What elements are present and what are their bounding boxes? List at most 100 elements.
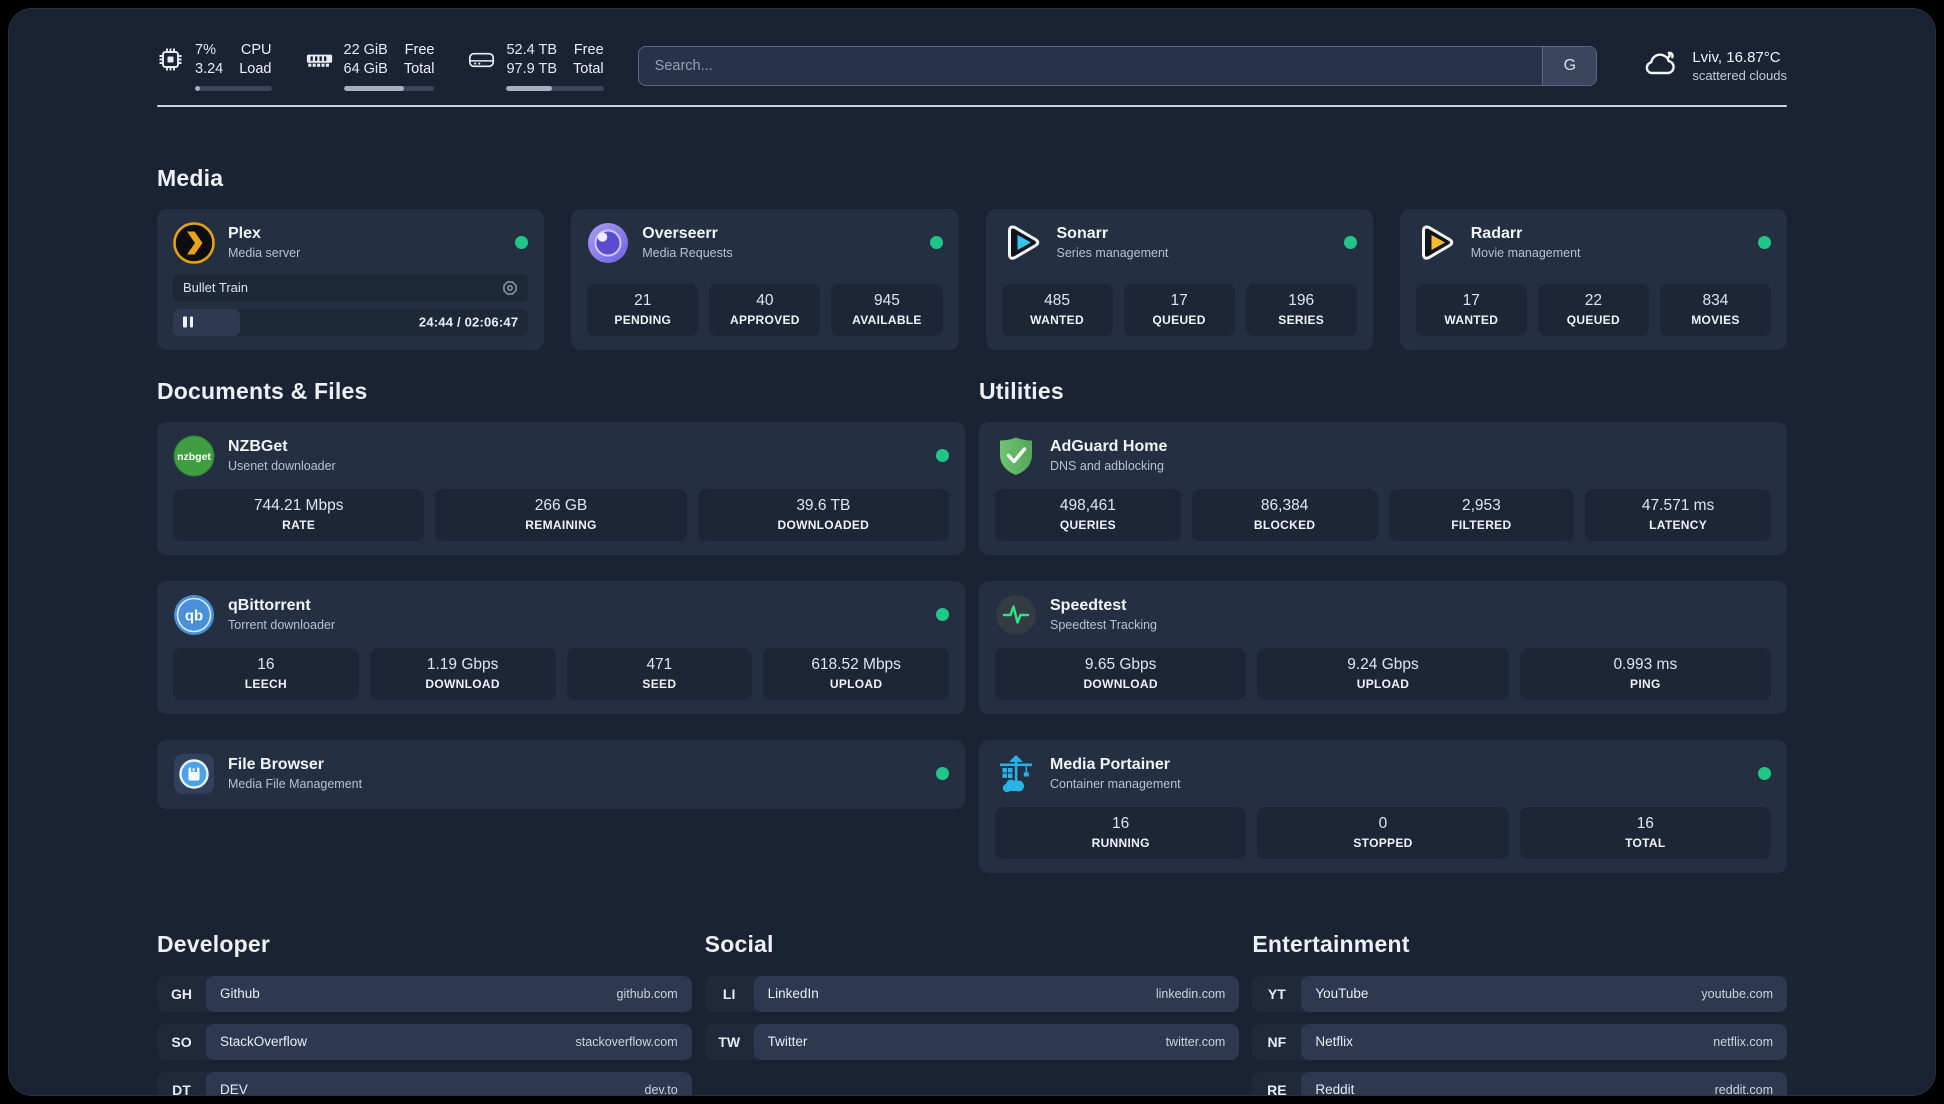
now-playing: Bullet Train 24:44 / 02:06:47 [173,264,529,336]
app-desc: Media server [228,246,301,261]
bookmark-tag: DT [172,1081,191,1096]
section-title-social: Social [704,930,774,957]
bookmark-dev[interactable]: DT DEV dev.to [157,1071,692,1096]
stat-tile-movies: 834 MOVIES [1659,283,1771,336]
stat-tile-downloaded: 39.6 TB DOWNLOADED [697,488,949,541]
stat-label: SERIES [1278,312,1325,327]
app-card-plex[interactable]: Plex Media server Bullet Train 24:44 / 0… [157,208,545,350]
stat-label: WANTED [1444,312,1499,327]
search-bar: G [637,45,1598,86]
stat-value: 22 [1584,291,1602,309]
status-online-dot [936,767,949,781]
metric-labels: CPU Load [239,42,272,77]
stat-value: 16 [257,655,275,673]
stat-tile-queued: 22 QUEUED [1537,283,1649,336]
stat-label: WANTED [1030,312,1084,327]
bookmark-netflix[interactable]: NF Netflix netflix.com [1252,1023,1787,1060]
stat-label: DOWNLOAD [1083,676,1158,691]
app-desc: Media File Management [228,777,363,792]
dashboard-screen: 7% 3.24 CPU Load 22 GiB 64 GiB Free Total 52… [8,8,1936,1096]
stat-tile-approved: 40 APPROVED [709,283,821,336]
bookmark-tag: GH [171,985,192,1002]
sonarr-icon [1002,222,1044,264]
stat-tile-total: 16 TOTAL [1519,806,1771,859]
media-cards-grid: Plex Media server Bullet Train 24:44 / 0… [157,208,1787,350]
bookmark-tag: TW [718,1033,741,1050]
app-card-overseerr[interactable]: Overseerr Media Requests 21 PENDING 40 A… [571,208,959,350]
stat-tile-stopped: 0 STOPPED [1257,806,1509,859]
stat-value: 834 [1702,291,1729,309]
radarr-icon [1416,222,1458,264]
documents-cards: nzbget NZBGet Usenet downloader 744.21 M… [157,421,965,809]
system-metrics: 7% 3.24 CPU Load 22 GiB 64 GiB Free Total 52… [157,41,604,91]
stat-value: 0 [1378,814,1388,832]
bookmark-stackoverflow[interactable]: SO StackOverflow stackoverflow.com [157,1023,692,1060]
stat-label: UPLOAD [1356,676,1410,691]
stat-value: 196 [1288,291,1315,309]
metric-progress-bar [343,85,435,91]
bookmark-tag: SO [171,1033,192,1050]
stat-label: DOWNLOAD [425,676,500,691]
cloud-icon [1641,48,1679,83]
stat-label: MOVIES [1691,312,1740,327]
bookmark-reddit[interactable]: RE Reddit reddit.com [1252,1071,1787,1096]
stat-value: 86,384 [1260,496,1309,514]
stat-label: STOPPED [1353,835,1413,850]
app-name: Overseerr [642,225,718,243]
stat-tile-upload: 9.24 Gbps UPLOAD [1257,647,1509,700]
nzbget-icon: nzbget [173,435,215,477]
bookmark-twitter[interactable]: TW Twitter twitter.com [704,1023,1240,1060]
bookmark-linkedin[interactable]: LI LinkedIn linkedin.com [704,975,1240,1012]
app-card-nzbget[interactable]: nzbget NZBGet Usenet downloader 744.21 M… [157,421,965,555]
bookmark-group-developer: Developer GH Github github.com SO StackO… [157,931,692,1096]
documents-column: Documents & Files nzbget NZBGet Usenet d… [157,378,965,873]
bookmark-group-entertainment: Entertainment YT YouTube youtube.com NF … [1252,930,1787,1096]
weather-widget: Lviv, 16.87°C scattered clouds [1641,48,1787,83]
stat-tile-download: 1.19 Gbps DOWNLOAD [369,647,556,700]
adguard-icon [995,435,1037,477]
stat-label: PENDING [614,312,672,327]
metric-free-total-1: 22 GiB 64 GiB Free Total [306,41,435,91]
app-name: Plex [228,225,261,243]
stat-tile-blocked: 86,384 BLOCKED [1191,488,1378,541]
stat-label: REMAINING [525,517,597,532]
bookmark-name: Twitter [767,1034,808,1050]
stat-label: FILTERED [1451,517,1512,532]
stat-value: 17 [1170,291,1188,309]
app-card-media-portainer[interactable]: Media Portainer Container management 16 … [979,739,1787,873]
status-online-dot [1758,236,1771,250]
metric-labels: Free Total [573,42,604,77]
bookmark-name: Github [220,986,260,1002]
app-card-file-browser[interactable]: File Browser Media File Management [157,739,965,809]
bookmark-github[interactable]: GH Github github.com [157,975,692,1012]
stat-label: PING [1630,676,1661,691]
overseerr-icon [587,222,629,264]
search-input[interactable] [638,46,1543,85]
section-title-entertainment: Entertainment [1252,930,1410,957]
cpu-icon [157,46,184,73]
stat-tile-queued: 17 QUEUED [1123,283,1235,336]
stat-label: APPROVED [729,312,800,327]
stop-icon[interactable] [502,280,518,296]
app-card-speedtest[interactable]: Speedtest Speedtest Tracking 9.65 Gbps D… [979,580,1787,714]
stat-value: 1.19 Gbps [426,655,499,673]
topbar: 7% 3.24 CPU Load 22 GiB 64 GiB Free Total 52… [157,41,1787,91]
bookmark-tag: RE [1267,1081,1287,1096]
section-title-utilities: Utilities [979,377,1064,404]
app-card-adguard-home[interactable]: AdGuard Home DNS and adblocking 498,461 … [979,421,1787,555]
pause-button[interactable] [183,316,193,328]
stat-tile-pending: 21 PENDING [587,283,699,336]
app-card-qbittorrent[interactable]: qb qBittorrent Torrent downloader 16 LEE… [157,580,965,714]
app-card-sonarr[interactable]: Sonarr Series management 485 WANTED 17 Q… [985,208,1373,350]
stat-tile-available: 945 AVAILABLE [831,283,943,336]
bookmark-name: Netflix [1315,1034,1353,1050]
search-provider-button[interactable]: G [1542,46,1597,85]
app-card-radarr[interactable]: Radarr Movie management 17 WANTED 22 QUE… [1399,208,1787,350]
playback-time: 24:44 / 02:06:47 [418,314,519,330]
app-desc: Speedtest Tracking [1050,618,1158,633]
utilities-column: Utilities AdGuard Home DNS and adblockin… [979,378,1787,873]
bookmark-youtube[interactable]: YT YouTube youtube.com [1252,975,1787,1012]
filebrowser-icon [173,753,215,795]
stat-value: 16 [1636,814,1654,832]
stat-label: QUERIES [1059,517,1116,532]
